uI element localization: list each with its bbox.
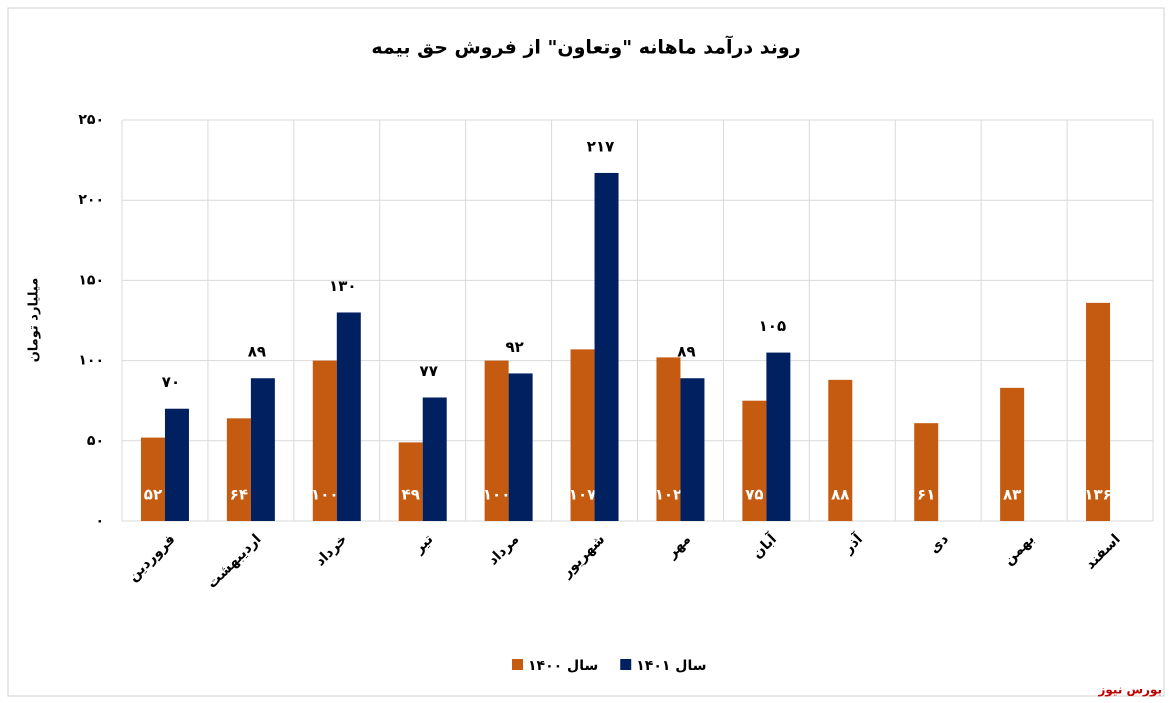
legend-label: سال ۱۴۰۰: [528, 658, 598, 674]
bar: [508, 373, 533, 521]
source: بورس نیوز: [1097, 683, 1162, 698]
data-label: ۹۲: [505, 338, 523, 356]
y-tick-label: ۲۵۰: [78, 112, 104, 128]
bar: [742, 400, 767, 521]
bar: [422, 397, 447, 521]
data-label: ۷۰: [162, 373, 180, 391]
y-tick-label: ۰: [95, 513, 104, 529]
bar: [914, 423, 939, 521]
bar: [570, 349, 595, 521]
legend-swatch: [620, 659, 632, 670]
bar: [312, 360, 337, 521]
bar: [680, 378, 705, 521]
y-tick-label: ۵۰: [87, 433, 104, 449]
data-label: ۱۰۲: [655, 486, 682, 504]
bar: [766, 352, 791, 521]
chart-title: روند درآمد ماهانه "وتعاون" از فروش حق بی…: [371, 35, 800, 59]
bar: [336, 312, 361, 521]
data-label: ۱۰۰: [311, 486, 338, 504]
data-label: ۸۹: [248, 343, 266, 361]
bar: [594, 172, 619, 521]
data-label: ۶۱: [917, 486, 935, 504]
data-label: ۷۷: [420, 362, 438, 380]
bar: [484, 360, 509, 521]
bar: [1086, 302, 1111, 521]
data-label: ۸۹: [677, 343, 695, 361]
bar: [398, 442, 423, 521]
data-label: ۶۴: [230, 486, 248, 504]
bar: [140, 437, 165, 521]
data-label: ۱۳۶: [1084, 486, 1111, 504]
data-label: ۱۰۷: [569, 486, 596, 504]
y-tick-label: ۱۵۰: [78, 272, 104, 288]
data-label: ۲۱۷: [587, 137, 614, 155]
bar: [226, 418, 251, 521]
bar: [164, 408, 189, 521]
bar: [1000, 387, 1025, 521]
data-label: ۱۳۰: [329, 277, 356, 295]
y-tick-label: ۲۰۰: [78, 192, 104, 208]
data-label: ۷۵: [745, 486, 763, 504]
y-axis-label: میلیارد تومان: [27, 278, 42, 363]
data-label: ۸۳: [1003, 486, 1021, 504]
bar: [250, 378, 275, 521]
data-label: ۴۹: [402, 486, 420, 504]
legend-swatch: [512, 659, 523, 670]
bar: [656, 357, 681, 521]
bar: [828, 379, 853, 521]
data-label: ۱۰۰: [483, 486, 510, 504]
legend-label: سال ۱۴۰۱: [636, 658, 706, 674]
data-label: ۸۸: [831, 486, 849, 504]
data-label: ۱۰۵: [759, 317, 786, 335]
y-tick-label: ۱۰۰: [78, 353, 104, 369]
data-label: ۵۲: [144, 486, 162, 504]
